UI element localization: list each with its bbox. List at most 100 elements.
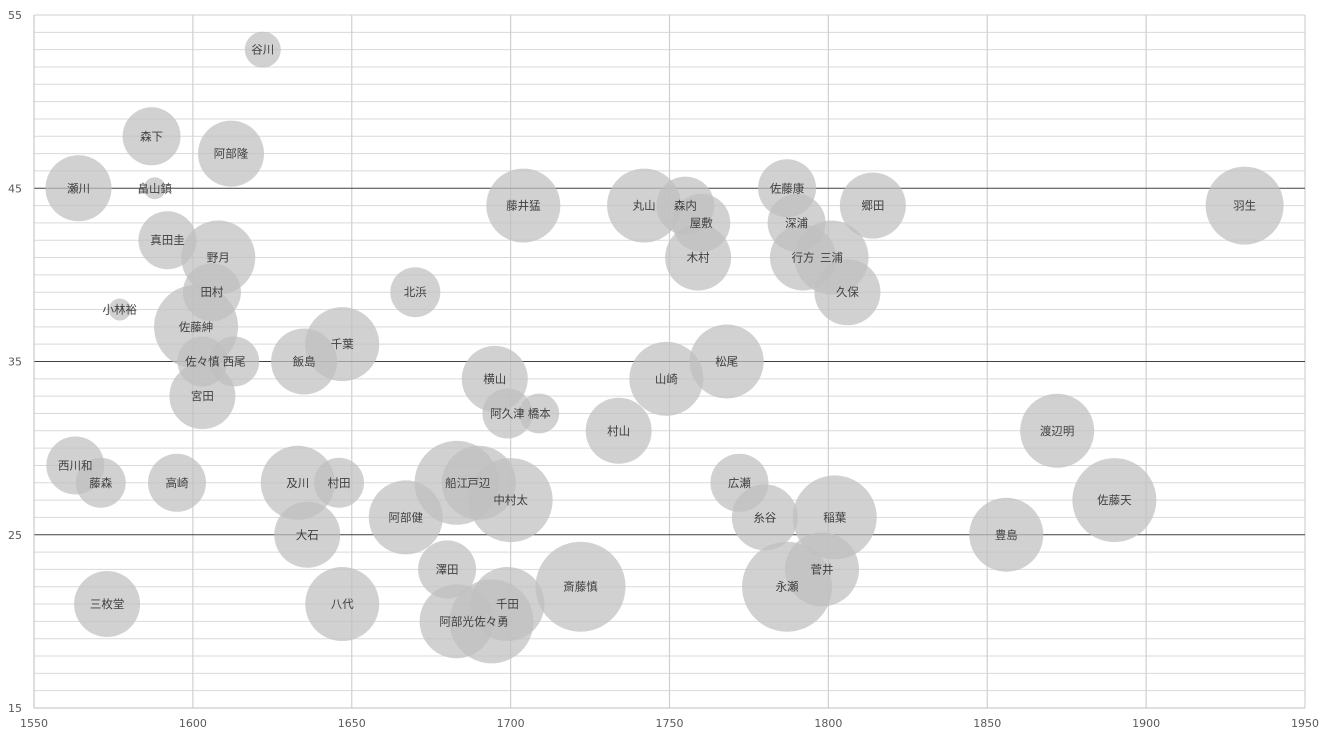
bubble-label: 西川和 — [58, 458, 93, 472]
bubble-label: 阿久津 — [490, 406, 525, 420]
bubble-label: 佐々慎 — [185, 355, 220, 369]
bubble — [143, 177, 166, 200]
bubble-label: 橋本 — [528, 406, 551, 420]
bubble-label: 松尾 — [715, 355, 738, 369]
x-tick-label: 1800 — [814, 717, 842, 730]
bubble — [122, 107, 181, 166]
bubble-label: 高崎 — [165, 476, 188, 490]
bubble-label: 谷川 — [251, 43, 274, 57]
bubble-label: 佐藤康 — [770, 181, 805, 195]
bubble — [244, 31, 281, 68]
bubble-label: 畠山鎮 — [137, 181, 172, 195]
bubble-label: 八代 — [331, 597, 354, 611]
y-tick-label: 25 — [8, 529, 22, 542]
bubble-label: 船江 — [445, 476, 468, 490]
bubble-label: 北浜 — [404, 285, 427, 299]
bubble — [198, 120, 265, 187]
bubble — [390, 267, 441, 318]
bubble-label: 佐藤天 — [1097, 493, 1132, 507]
bubble-label: 藤森 — [89, 476, 112, 490]
bubble-label: 澤田 — [436, 562, 459, 576]
x-tick-label: 1600 — [179, 717, 207, 730]
bubble-label: 阿部光 — [439, 614, 474, 628]
bubble-label: 田村 — [200, 285, 223, 299]
bubble-label: 千田 — [496, 597, 519, 611]
bubble — [969, 497, 1044, 572]
bubble — [839, 172, 906, 239]
bubble-label: 森下 — [140, 129, 163, 143]
bubble-label: 屋敷 — [690, 216, 713, 230]
x-tick-label: 1850 — [973, 717, 1001, 730]
bubble — [535, 541, 626, 632]
bubble-label: 行方 — [791, 251, 814, 265]
axis-layer: 15 25 35 45 55 1550 1600 1650 1700 1750 1800 1850 19… — [8, 9, 1319, 730]
bubble-label: 菅井 — [811, 562, 834, 576]
x-tick-label: 1550 — [20, 717, 48, 730]
bubble-label: 稲葉 — [823, 510, 846, 524]
bubble-label: 豊島 — [995, 528, 1018, 542]
bubble-label: 阿部隆 — [214, 147, 249, 161]
x-tick-label: 1750 — [656, 717, 684, 730]
bubble-label: 村田 — [328, 476, 351, 490]
bubble — [1020, 393, 1095, 468]
bubble-label: 小林裕 — [103, 303, 138, 317]
bubble-label: 丸山 — [633, 199, 656, 213]
bubble-label: 斎藤慎 — [563, 580, 598, 594]
bubble-label: 佐々勇 — [474, 614, 509, 628]
bubble — [519, 393, 560, 434]
y-tick-label: 55 — [8, 9, 22, 22]
bubble-label: 永瀬 — [776, 580, 799, 594]
bubble — [449, 579, 534, 664]
bubble-label: 千葉 — [331, 337, 354, 351]
bubble-label: 広瀬 — [728, 476, 751, 490]
bubble-label: 横山 — [483, 372, 506, 386]
bubble — [689, 324, 764, 399]
bubble-label: 阿部健 — [389, 510, 424, 524]
bubble — [314, 457, 365, 508]
bubble-label: 及川 — [286, 476, 309, 490]
bubble-label: 久保 — [836, 285, 859, 299]
bubble — [74, 571, 141, 638]
bubble — [45, 155, 112, 222]
bubble-label: 野月 — [207, 251, 230, 265]
x-tick-label: 1900 — [1132, 717, 1160, 730]
bubble-label: 森内 — [674, 199, 697, 213]
bubble — [731, 484, 798, 551]
bubble-label: 瀬川 — [67, 181, 90, 195]
bubble — [486, 168, 561, 243]
bubble — [585, 397, 652, 464]
bubble — [169, 363, 236, 430]
bubble — [260, 445, 335, 520]
x-tick-label: 1650 — [338, 717, 366, 730]
bubble-label: 戸辺 — [467, 476, 490, 490]
bubble — [814, 259, 881, 326]
bubble — [274, 501, 341, 568]
bubble — [607, 168, 682, 243]
bubble-label: 飯島 — [293, 355, 316, 369]
bubble-layer — [45, 31, 1284, 664]
bubble-label: 深浦 — [785, 216, 808, 230]
bubble — [1072, 458, 1157, 543]
bubble-label: 木村 — [687, 251, 710, 265]
bubble — [1205, 166, 1284, 245]
y-tick-label: 35 — [8, 356, 22, 369]
bubble-label: 宮田 — [191, 389, 214, 403]
bubble-label: 糸谷 — [753, 510, 776, 524]
bubble-label: 山崎 — [655, 372, 678, 386]
bubble-label: 三浦 — [820, 251, 843, 265]
bubble — [785, 532, 860, 607]
bubble — [418, 540, 477, 599]
bubble — [665, 224, 732, 291]
bubble — [147, 453, 206, 512]
bubble-label: 村山 — [607, 424, 630, 438]
y-tick-label: 45 — [8, 182, 22, 195]
bubble-label: 渡辺明 — [1040, 424, 1075, 438]
bubble — [468, 458, 553, 543]
bubble — [629, 341, 704, 416]
bubble-label: 三枚堂 — [90, 597, 125, 611]
bubble-label: 中村太 — [493, 493, 528, 507]
bubble — [75, 457, 126, 508]
bubble — [482, 388, 533, 439]
bubble-label: 郷田 — [861, 199, 884, 213]
